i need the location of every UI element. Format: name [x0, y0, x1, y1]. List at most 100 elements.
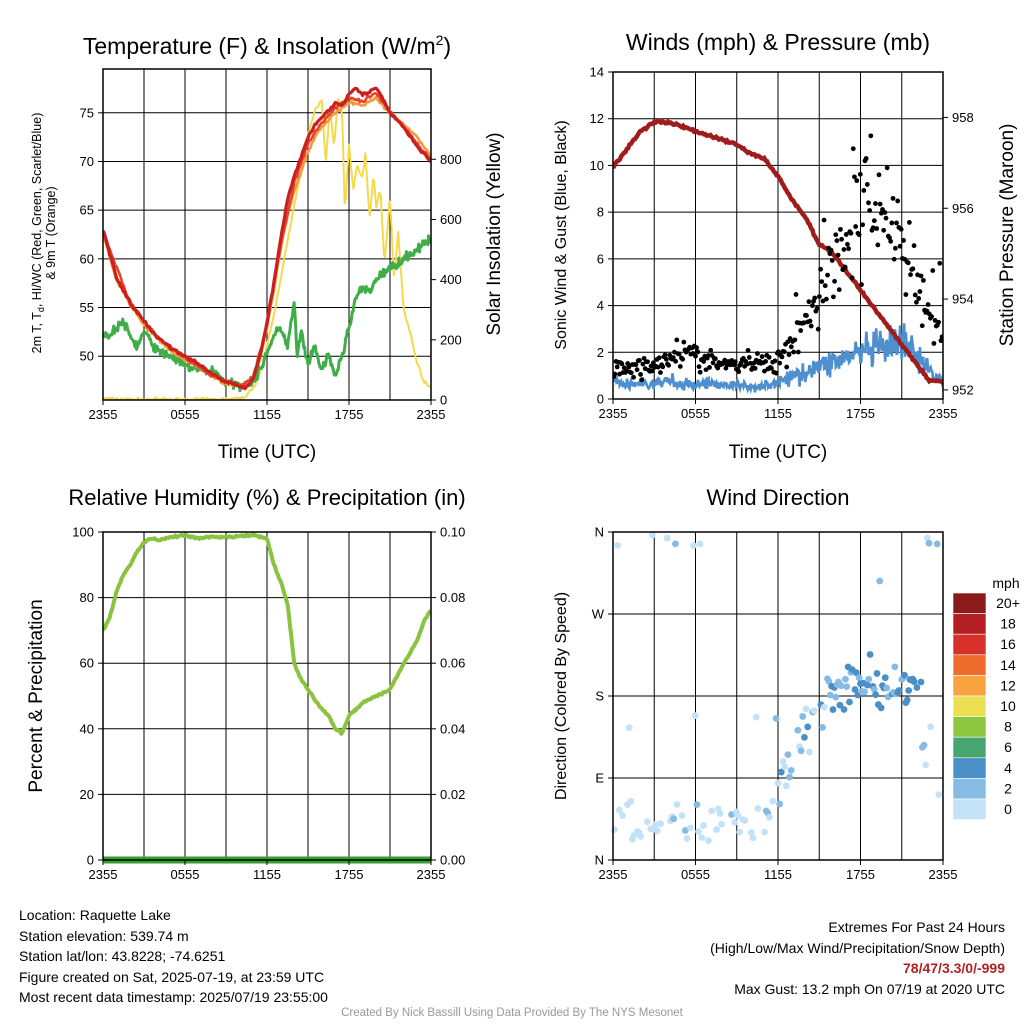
- gust-point: [936, 319, 941, 325]
- gust-point: [834, 238, 840, 244]
- gust-point: [821, 217, 827, 223]
- temperature-series-insolation: [103, 98, 431, 400]
- created-text: Figure created on Sat, 2025-07-19, at 23…: [19, 968, 325, 985]
- gust-point: [640, 361, 646, 367]
- gust-point: [637, 357, 642, 363]
- gust-point: [848, 230, 854, 236]
- direction-point: [883, 684, 891, 692]
- direction-point: [923, 534, 931, 542]
- direction-x-tick-label: 1155: [764, 867, 792, 882]
- direction-point: [820, 703, 828, 711]
- direction-point: [772, 715, 780, 722]
- gust-point: [890, 195, 896, 201]
- gust-point: [906, 219, 912, 225]
- gust-point: [681, 339, 687, 345]
- temperature-x-tick-label: 2355: [417, 407, 446, 422]
- direction-point: [877, 704, 885, 712]
- gust-point: [746, 355, 752, 360]
- gust-point: [931, 341, 937, 346]
- legend-label: 0: [1004, 801, 1012, 817]
- gust-point: [843, 232, 849, 237]
- station-info: Location: Raquette Lake Station elevatio…: [19, 905, 328, 1008]
- legend-label: 10: [1000, 698, 1016, 714]
- temperature-y2-tick-label: 800: [440, 152, 462, 167]
- extremes-title: Extremes For Past 24 Hours: [828, 919, 1005, 935]
- direction-point: [922, 761, 930, 769]
- direction-point: [810, 707, 818, 715]
- gust-point: [921, 277, 926, 283]
- gust-point: [919, 323, 925, 329]
- gust-point: [876, 172, 882, 178]
- gust-point: [831, 294, 836, 300]
- gust-point: [818, 266, 823, 272]
- direction-title: Wind Direction: [706, 485, 849, 510]
- gust-point: [835, 252, 841, 258]
- speed-legend: 20+ 18 16 14 12 10 8 6 4 2 0: [952, 592, 1020, 820]
- direction-point: [670, 815, 678, 823]
- winds-x-tick-label: 1755: [846, 406, 875, 421]
- direction-point: [766, 814, 773, 821]
- gust-point: [877, 201, 883, 207]
- temperature-y2-tick-label: 0: [440, 393, 447, 408]
- legend-label: 20+: [996, 595, 1020, 611]
- gust-point: [697, 369, 703, 375]
- direction-point: [881, 674, 889, 682]
- gust-point: [784, 364, 790, 370]
- direction-point: [876, 577, 884, 585]
- direction-point: [690, 542, 697, 550]
- gust-point: [824, 296, 829, 302]
- gust-point: [660, 364, 666, 370]
- gust-point: [895, 198, 901, 204]
- direction-point: [781, 763, 788, 771]
- gust-point: [792, 337, 798, 343]
- gust-point: [929, 314, 934, 319]
- gust-point: [804, 313, 809, 318]
- direction-point: [673, 801, 681, 808]
- legend-label: 14: [1000, 657, 1016, 673]
- temperature-y2-tick-label: 200: [440, 332, 462, 347]
- gust-point: [820, 298, 826, 304]
- svg-text:2m T, Td, HI/WC (Red, Green, S: 2m T, Td, HI/WC (Red, Green, Scarlet/Blu…: [30, 113, 46, 354]
- direction-point: [695, 828, 702, 836]
- gust-point: [663, 356, 669, 362]
- direction-point: [851, 686, 859, 693]
- direction-point: [782, 782, 790, 790]
- direction-point: [866, 651, 874, 658]
- direction-point: [698, 834, 706, 841]
- direction-point: [672, 540, 679, 548]
- direction-point: [716, 810, 724, 817]
- gust-point: [638, 372, 643, 377]
- humidity-x-tick-label: 1155: [253, 867, 281, 882]
- recent-timestamp-text: Most recent data timestamp: 2025/07/19 2…: [19, 989, 328, 1005]
- gust-point: [809, 303, 815, 308]
- direction-point: [648, 531, 656, 539]
- gust-point: [779, 354, 785, 360]
- winds-series-pressure: [613, 118, 943, 385]
- gust-point: [732, 359, 738, 365]
- humidity-ylabel: Percent & Precipitation: [26, 599, 47, 792]
- gust-point: [781, 349, 787, 355]
- direction-panel: Wind Direction Direction (Colored By Spe…: [553, 485, 1020, 882]
- gust-point: [773, 370, 779, 376]
- gust-point: [832, 278, 837, 284]
- gust-point: [695, 349, 701, 355]
- gust-point: [892, 245, 898, 251]
- direction-point: [734, 812, 742, 820]
- gust-point: [853, 224, 859, 229]
- gust-point: [736, 369, 742, 375]
- legend-swatch: [952, 592, 987, 614]
- legend-label: 6: [1004, 739, 1012, 755]
- gust-point: [806, 299, 812, 305]
- temperature-y2-tick-label: 600: [440, 212, 462, 227]
- direction-point: [657, 820, 664, 828]
- temperature-series-dewpoint: [103, 234, 431, 393]
- extremes-values: 78/47/3.3/0/-999: [903, 960, 1005, 976]
- elevation-text: Station elevation: 539.74 m: [19, 927, 189, 944]
- humidity-y2-tick-label: 0.10: [440, 525, 465, 540]
- direction-point: [863, 681, 871, 689]
- direction-x-tick-label: 2355: [929, 867, 958, 882]
- direction-point: [829, 706, 837, 713]
- direction-point: [696, 540, 704, 548]
- humidity-title: Relative Humidity (%) & Precipitation (i…: [68, 485, 465, 510]
- gust-point: [712, 356, 718, 362]
